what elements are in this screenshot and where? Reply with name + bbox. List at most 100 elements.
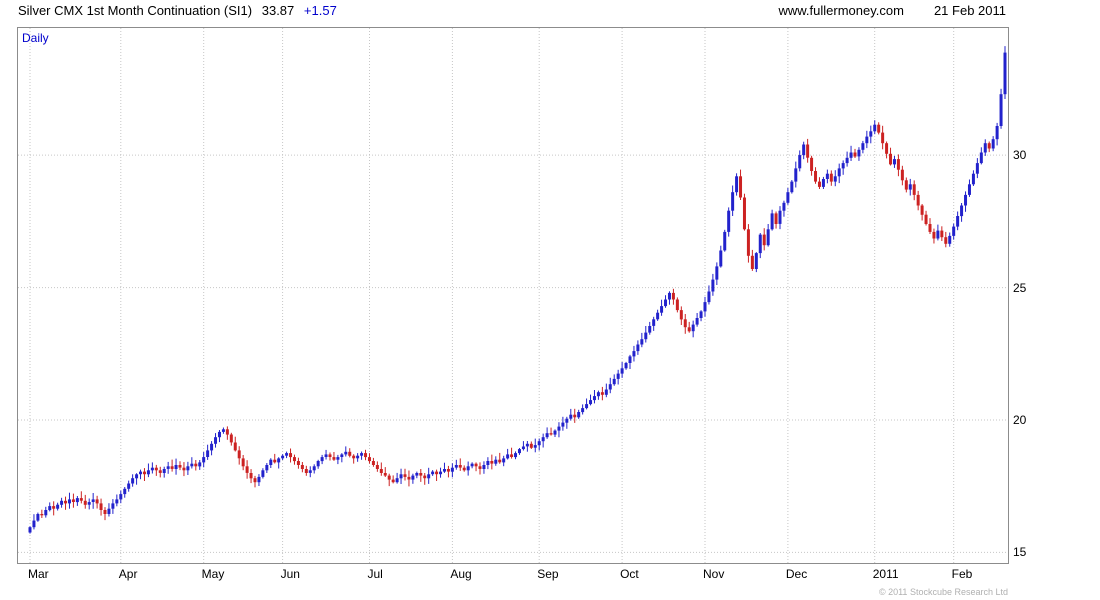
candle-body [340,454,344,457]
candle-body [277,458,281,463]
candle-body [975,163,979,174]
copyright-note: © 2011 Stockcube Research Ltd [878,587,1008,597]
candle-body [210,443,214,451]
candlestick-svg [18,28,1008,563]
candle-body [257,476,261,483]
candle-body [139,471,143,475]
candle-body [995,126,999,140]
candle-body [344,451,348,455]
candle-body [786,192,790,203]
candle-body [103,510,107,514]
instrument-name: Silver CMX 1st Month Continuation (SI1) [18,3,253,18]
candle-body [735,176,739,193]
candle-body [474,463,478,467]
candle-body [865,136,869,144]
candle-body [683,319,687,328]
candle-body [150,467,154,471]
x-tick-label: Sep [537,567,559,581]
candle-body [48,506,52,511]
candle-body [541,437,545,442]
candle-body [237,450,241,459]
candle-body [971,173,975,185]
candle-body [67,499,71,504]
candle-body [928,224,932,232]
candle-body [517,449,521,454]
candle-body [948,235,952,244]
candle-body [300,465,304,469]
candle-body [533,445,537,448]
y-tick-label: 30 [1013,148,1027,163]
candle-body [782,202,786,211]
candle-body [754,253,758,269]
x-tick-label: May [201,567,225,581]
candle-body [261,470,265,477]
candle-body [233,442,237,451]
candle-body [695,318,699,325]
candle-body [79,498,83,501]
candle-body [628,356,632,363]
candle-body [166,466,170,469]
candle-body [746,229,750,256]
candle-body [604,389,608,395]
candle-body [371,461,375,465]
x-tick-label: Dec [785,567,808,581]
timeframe-label: Daily [22,31,49,45]
candle-body [498,459,502,463]
candle-body [679,310,683,320]
candle-body [198,462,202,467]
candle-body [750,255,754,269]
candle-body [391,479,395,483]
candle-body [991,139,995,149]
candle-body [217,431,221,438]
candle-body [285,453,289,456]
candle-body [506,454,510,459]
candle-body [142,471,146,475]
candle-body [936,230,940,239]
candle-body [940,230,944,238]
candle-body [115,499,119,504]
candle-body [458,465,462,468]
candle-body [454,465,458,468]
candle-body [478,466,482,469]
candle-body [758,234,762,254]
candle-body [83,500,87,505]
candle-body [466,466,470,471]
candle-body [482,465,486,469]
candle-body [44,510,48,516]
candle-body [95,499,99,504]
candle-body [312,466,316,471]
candle-body [561,422,565,427]
candle-body [178,465,182,468]
candle-body [510,454,514,457]
candle-body [265,465,269,471]
candle-body [802,144,806,156]
candle-body [908,184,912,190]
candle-body [956,216,960,227]
candle-body [490,461,494,464]
candle-body [146,470,150,475]
candle-body [450,467,454,472]
candle-body [573,414,577,418]
candle-body [719,250,723,267]
candle-body [723,231,727,251]
candle-body [810,157,814,171]
candle-body [616,373,620,379]
candle-body [364,453,368,458]
candle-body [565,418,569,423]
candle-body [806,144,810,158]
candle-body [841,163,845,169]
candle-body [1003,52,1007,95]
candle-body [553,430,557,435]
candle-body [671,292,675,300]
y-tick-label: 20 [1013,412,1027,427]
candle-body [415,473,419,476]
candle-body [75,498,79,503]
last-price: 33.87 [261,3,295,18]
candle-body [944,237,948,244]
candle-body [91,499,95,502]
candle-body [699,311,703,318]
candle-body [292,457,296,462]
x-tick-label: Oct [620,567,639,581]
candle-body [849,152,853,158]
candle-body [87,502,91,505]
